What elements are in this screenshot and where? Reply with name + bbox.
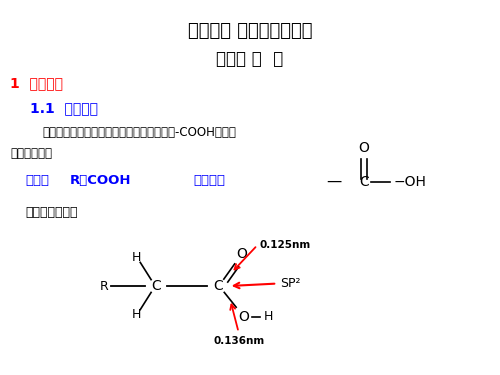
Text: H: H (264, 310, 273, 323)
Text: H: H (132, 251, 141, 264)
Text: 1  羧酸概述: 1 羧酸概述 (10, 76, 63, 91)
Text: 第十一章 羧酸及其衍生物: 第十一章 羧酸及其衍生物 (188, 22, 312, 40)
Text: 羧酸：: 羧酸： (25, 174, 49, 187)
Text: C: C (213, 279, 222, 293)
Text: R－COOH: R－COOH (70, 174, 131, 187)
Text: 1.1  羧酸结构: 1.1 羧酸结构 (30, 101, 98, 115)
Text: R: R (100, 279, 108, 292)
Text: C: C (359, 175, 368, 189)
Text: 羧酸结构特点：: 羧酸结构特点： (25, 206, 78, 219)
Text: −OH: −OH (394, 175, 426, 189)
Text: SP²: SP² (280, 277, 300, 290)
Text: H: H (132, 308, 141, 321)
Text: —: — (326, 174, 342, 189)
Text: 代的化合物。: 代的化合物。 (10, 147, 52, 160)
Text: 羧酸可以看作是烃分子中的氢原子被羧基（-COOH）所取: 羧酸可以看作是烃分子中的氢原子被羧基（-COOH）所取 (42, 126, 236, 139)
Text: 官能团：: 官能团： (193, 174, 225, 187)
Text: 0.125nm: 0.125nm (260, 240, 311, 250)
Text: O: O (236, 247, 247, 261)
Text: C: C (151, 279, 161, 293)
Text: O: O (358, 141, 369, 156)
Text: 第一节 羧  酸: 第一节 羧 酸 (216, 50, 284, 68)
Text: 0.136nm: 0.136nm (213, 336, 264, 346)
Text: O: O (238, 309, 249, 324)
